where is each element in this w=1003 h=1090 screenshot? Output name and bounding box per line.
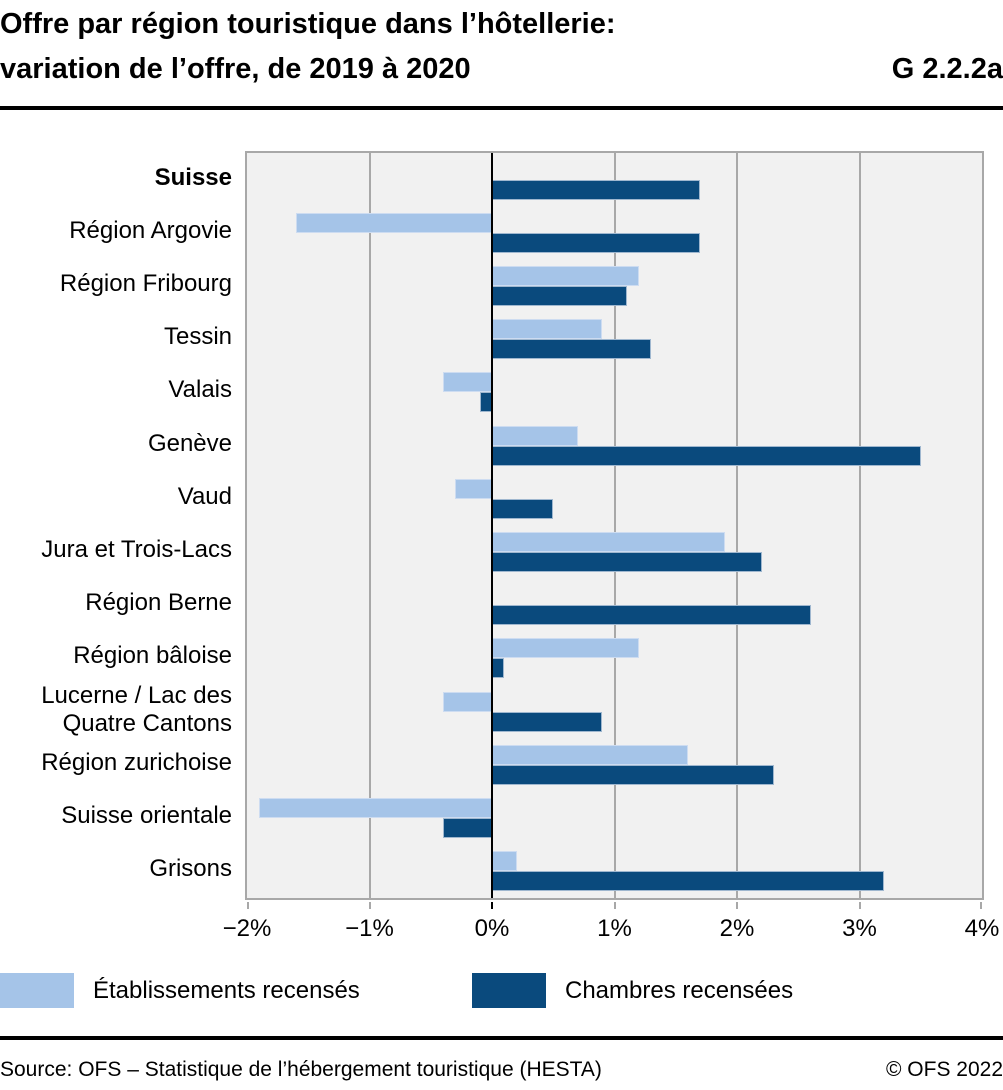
x-axis: −2% −1% 0% 1% 2% 3% 4% [223,900,999,942]
bar-etablissements-2 [492,265,639,286]
axis-tick [858,902,861,909]
bar-etablissements-10 [443,691,492,712]
category-label-6: Vaud [177,482,232,510]
category-label-0: Suisse [154,163,232,191]
title-divider [0,106,1003,110]
category-label-5: Genève [147,429,232,457]
gridline [613,153,616,898]
bar-chambres-10 [492,711,603,732]
axis-tick-label: 2% [719,915,755,942]
category-label-9: Région bâloise [73,642,232,670]
axis-tick [368,902,371,909]
axis-tick-label: 1% [597,915,632,942]
bar-chambres-13 [492,871,884,892]
legend: Établissements recensés Chambres recensé… [0,973,1003,1008]
bar-etablissements-13 [492,851,517,872]
graph-id: G 2.2.2a [891,53,1003,85]
category-label-4: Valais [168,376,232,404]
category-label-2: Région Fribourg [59,269,232,297]
axis-tick-label: −2% [222,915,272,942]
footer-divider [0,1036,1003,1040]
chart-header: Offre par région touristique dans l’hôte… [0,2,1003,92]
category-label-8: Région Berne [85,589,232,617]
source-text: Source: OFS – Statistique de l’hébergeme… [0,1058,602,1081]
axis-tick-label: 3% [842,915,877,942]
gridline [858,153,861,898]
category-label-11: Région zurichoise [41,748,232,776]
bar-chambres-3 [492,339,652,360]
bar-etablissements-4 [443,372,492,393]
axis-tick [247,902,249,909]
bar-etablissements-7 [492,532,725,552]
bar-chambres-0 [492,179,701,200]
bar-chambres-5 [492,445,921,466]
bar-etablissements-1 [296,212,492,233]
category-label-12: Suisse orientale [61,802,232,830]
bar-chambres-7 [492,552,762,572]
bar-chambres-9 [492,658,505,679]
category-label-1: Région Argovie [69,216,232,244]
axis-tick-label: 0% [474,915,510,942]
page-title-line1: Offre par région touristique dans l’hôte… [0,8,616,40]
bar-etablissements-11 [492,744,688,765]
axis-tick [736,902,738,909]
axis-tick [491,902,493,909]
category-label-13: Grisons [149,855,232,883]
bar-chambres-12 [443,818,492,839]
bar-etablissements-5 [492,425,578,446]
gridline [368,153,371,898]
bar-etablissements-6 [455,478,492,499]
bar-chambres-6 [492,498,554,519]
legend-item-etablissements: Établissements recensés [0,973,360,1008]
bar-etablissements-9 [492,638,639,659]
zero-axis-line [491,153,493,898]
legend-label-chambres: Chambres recensées [565,976,794,1004]
bar-chambres-1 [492,232,701,253]
axis-tick [980,902,982,909]
legend-swatch-etablissements [0,973,74,1008]
bar-etablissements-3 [492,319,603,340]
bar-etablissements-12 [259,798,492,819]
category-label-10: Lucerne / Lac des Quatre Cantons [41,681,232,737]
bar-chambres-2 [492,285,627,306]
gridline [736,153,738,898]
legend-label-etablissements: Établissements recensés [93,976,360,1004]
legend-item-chambres: Chambres recensées [472,973,793,1008]
bar-chambres-11 [492,764,774,785]
y-axis-labels: Suisse Région Argovie Région Fribourg Tessi… [0,151,232,900]
plot-inner [247,153,982,898]
axis-tick-label: −1% [345,915,394,942]
page-title-line2: variation de l’offre, de 2019 à 2020 [0,53,471,85]
copyright-text: © OFS 2022 [885,1058,1003,1081]
axis-tick [613,902,616,909]
bar-chambres-8 [492,605,811,626]
axis-tick-label: 4% [964,915,1000,942]
category-label-3: Tessin [163,323,232,351]
category-label-7: Jura et Trois-Lacs [41,536,232,564]
plot-area [245,151,984,900]
footer: Source: OFS – Statistique de l’hébergeme… [0,1058,1003,1082]
legend-swatch-chambres [472,973,546,1008]
